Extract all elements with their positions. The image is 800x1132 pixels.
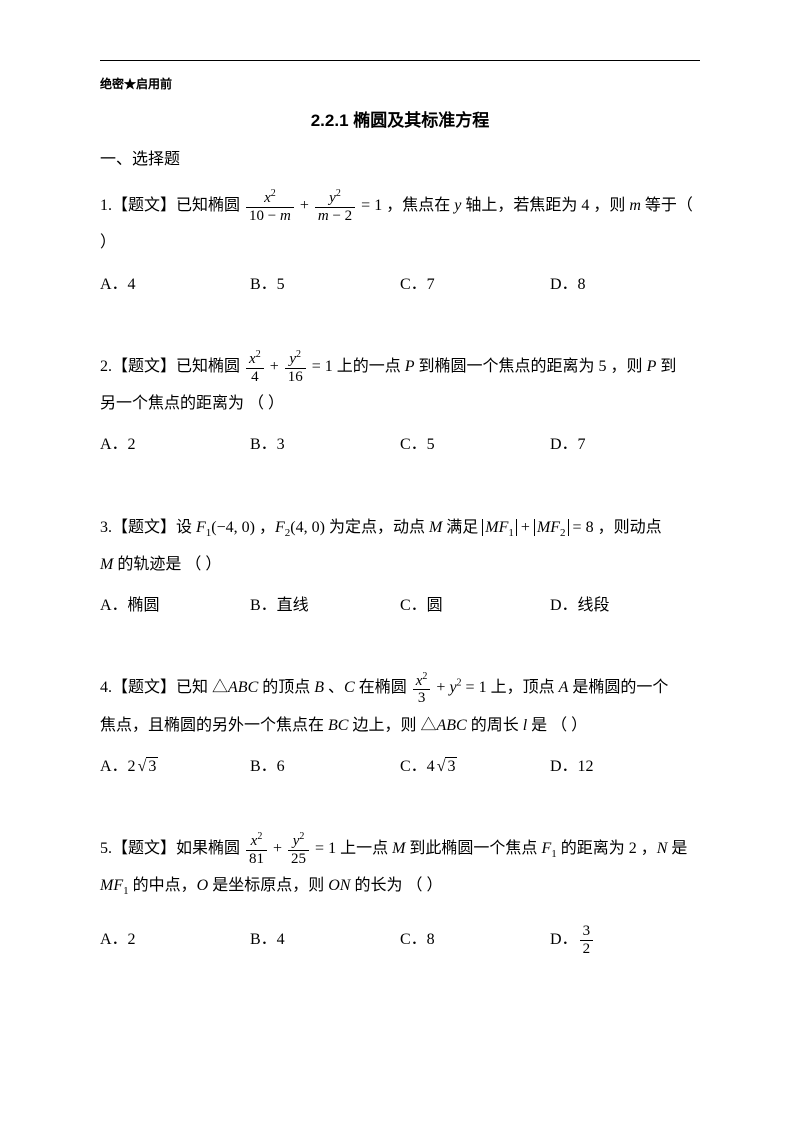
q4-opt-b: B．6 xyxy=(250,749,400,784)
page: 绝密★启用前 2.2.1 椭圆及其标准方程 一、选择题 1.【题文】已知椭圆 x… xyxy=(0,0,800,1132)
section-heading: 一、选择题 xyxy=(100,145,700,169)
q3-opt-a: A．椭圆 xyxy=(100,588,250,623)
question-2: 2.【题文】已知椭圆 x24 + y216 = 1 上的一点 P 到椭圆一个焦点… xyxy=(100,348,700,463)
q1-opt-d: D．8 xyxy=(550,267,700,302)
q5-opt-d: D．32 xyxy=(550,922,700,957)
q3-opt-b: B．直线 xyxy=(250,588,400,623)
q2-options: A．2 B．3 C．5 D．7 xyxy=(100,427,700,462)
question-5: 5.【题文】如果椭圆 x281 + y225 = 1 上一点 M 到此椭圆一个焦… xyxy=(100,830,700,957)
q2-opt-b: B．3 xyxy=(250,427,400,462)
question-1: 1.【题文】已知椭圆 x210 − m + y2m − 2 = 1 ，焦点在 y… xyxy=(100,187,700,302)
q4-options: A．23 B．6 C．43 D．12 xyxy=(100,749,700,784)
q5-opt-b: B．4 xyxy=(250,922,400,957)
q4-opt-a: A．23 xyxy=(100,749,250,784)
q1-opt-b: B．5 xyxy=(250,267,400,302)
q1-options: A．4 B．5 C．7 D．8 xyxy=(100,267,700,302)
q5-options: A．2 B．4 C．8 D．32 xyxy=(100,922,700,957)
q2-opt-c: C．5 xyxy=(400,427,550,462)
secret-label: 绝密★启用前 xyxy=(100,75,700,92)
q1-opt-a: A．4 xyxy=(100,267,250,302)
q3-opt-d: D．线段 xyxy=(550,588,700,623)
q2-opt-d: D．7 xyxy=(550,427,700,462)
question-3: 3.【题文】设 F1(−4, 0) ，F2(4, 0) 为定点，动点 M 满足 … xyxy=(100,509,700,624)
q2-opt-a: A．2 xyxy=(100,427,250,462)
q5-opt-a: A．2 xyxy=(100,922,250,957)
question-4: 4.【题文】已知 △ABC 的顶点 B 、C 在椭圆 x23 + y2 = 1 … xyxy=(100,669,700,784)
q1-opt-c: C．7 xyxy=(400,267,550,302)
q3-opt-c: C．圆 xyxy=(400,588,550,623)
q5-opt-c: C．8 xyxy=(400,922,550,957)
q4-opt-d: D．12 xyxy=(550,749,700,784)
q3-options: A．椭圆 B．直线 C．圆 D．线段 xyxy=(100,588,700,623)
top-rule xyxy=(100,60,700,61)
doc-title: 2.2.1 椭圆及其标准方程 xyxy=(100,106,700,131)
q4-opt-c: C．43 xyxy=(400,749,550,784)
